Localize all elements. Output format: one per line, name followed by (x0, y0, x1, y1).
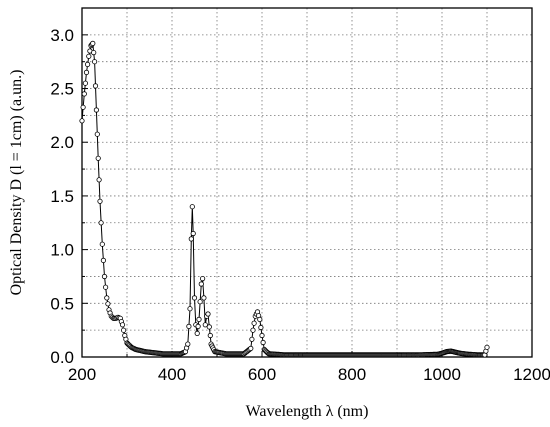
data-point (205, 311, 211, 317)
x-axis-label: Wavelength λ (nm) (246, 403, 369, 420)
data-point (207, 332, 213, 339)
data-curve (81, 42, 488, 356)
data-point (82, 80, 89, 86)
data-point (91, 49, 97, 56)
data-point (190, 230, 196, 237)
y-axis-label: Optical Density D (l = 1cm) (a.un.) (8, 70, 25, 296)
data-point (194, 330, 200, 336)
data-point (92, 59, 98, 65)
data-point (197, 299, 203, 305)
y-tick-label: 1.0 (50, 241, 74, 260)
y-tick-label: 3.0 (50, 26, 74, 45)
data-point (105, 301, 111, 307)
data-point (92, 83, 99, 89)
y-tick-label: 1.5 (50, 187, 74, 206)
data-point (260, 339, 266, 346)
y-tick-label: 2.5 (50, 80, 74, 99)
data-point (103, 284, 109, 290)
x-tick-label: 400 (158, 365, 186, 384)
x-tick-label: 1000 (423, 365, 461, 384)
data-point (100, 257, 107, 263)
data-point (101, 273, 108, 280)
data-point (96, 177, 102, 183)
data-point (198, 281, 204, 287)
data-point (206, 324, 212, 330)
x-tick-label: 200 (68, 365, 96, 384)
data-point (95, 155, 101, 161)
data-point (79, 118, 85, 124)
y-tick-label: 2.0 (50, 133, 74, 152)
data-point (195, 323, 201, 329)
data-point (99, 241, 105, 247)
data-point (104, 295, 110, 301)
data-point (98, 220, 104, 226)
data-point (97, 198, 103, 204)
x-tick-labels: 200 400 600 800 1000 1200 (68, 365, 550, 384)
data-point (80, 104, 86, 110)
data-point (83, 69, 90, 76)
y-tick-label: 0.5 (50, 294, 74, 313)
data-point (191, 295, 198, 301)
data-point (93, 107, 100, 113)
data-point (187, 306, 193, 312)
x-tick-label: 600 (248, 365, 276, 384)
data-point (185, 341, 191, 347)
x-tick-label: 800 (338, 365, 366, 384)
data-point (249, 336, 255, 342)
data-point (86, 53, 92, 59)
grid-lines (82, 8, 532, 357)
data-point (90, 40, 96, 47)
data-point (250, 327, 256, 333)
data-point (200, 275, 206, 282)
data-point (94, 131, 100, 137)
data-point (248, 345, 254, 351)
data-point (188, 236, 194, 242)
y-tick-label: 0.0 (50, 348, 74, 367)
data-point (201, 295, 207, 301)
data-point (119, 322, 126, 328)
data-point (189, 204, 195, 210)
data-point (81, 91, 87, 97)
data-point (484, 344, 490, 350)
data-point (85, 61, 91, 68)
series-line (81, 42, 488, 356)
x-tick-label: 1200 (513, 365, 550, 384)
data-point (186, 323, 192, 329)
y-tick-labels: 0.0 0.5 1.0 1.5 2.0 2.5 3.0 (50, 26, 74, 367)
data-point (251, 320, 257, 326)
data-points (79, 40, 490, 358)
data-point (196, 316, 202, 322)
data-point (258, 324, 264, 331)
data-point (202, 322, 208, 328)
data-point (259, 332, 265, 339)
data-point (121, 327, 127, 333)
data-point (257, 316, 263, 322)
